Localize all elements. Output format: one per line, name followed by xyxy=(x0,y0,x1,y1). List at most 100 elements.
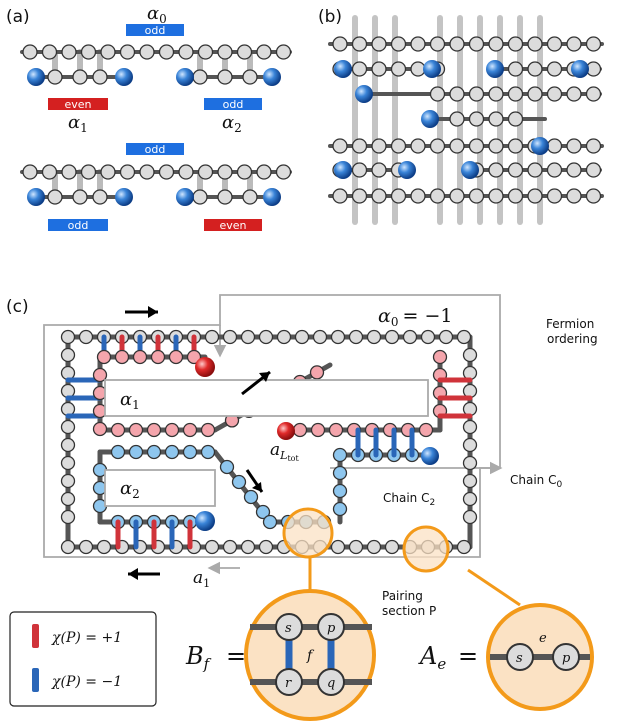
a1-label: a1 xyxy=(193,568,210,590)
pairing-label-1: Pairing xyxy=(382,589,423,603)
site-node xyxy=(351,61,368,77)
site-node xyxy=(256,44,272,60)
site-node xyxy=(527,86,543,102)
panel-a-labels: odd α0 even α1 odd α2 odd odd even xyxy=(48,3,262,232)
site-node xyxy=(276,329,292,345)
site-node xyxy=(566,162,582,178)
site-node xyxy=(243,489,259,505)
site-node xyxy=(242,189,258,205)
alpha1-box xyxy=(104,379,429,417)
site-node xyxy=(240,329,256,345)
bottom-even-badge-right xyxy=(204,219,262,231)
site-node xyxy=(366,329,382,345)
site-node xyxy=(351,36,368,52)
site-node xyxy=(262,514,278,530)
site-node xyxy=(488,162,504,178)
site-node xyxy=(351,162,368,178)
site-node xyxy=(182,422,198,438)
site-node xyxy=(22,164,38,180)
chain-c2-label: Chain C2 xyxy=(383,491,435,508)
site-node xyxy=(462,455,478,471)
alpha0-odd-badge xyxy=(126,24,184,36)
site-node xyxy=(462,473,478,489)
highlight-edge xyxy=(402,525,450,573)
site-node xyxy=(488,111,504,127)
alpha1-even-badge xyxy=(48,98,108,110)
alpha0-eq-label: α0 = −1 xyxy=(378,305,452,329)
site-node xyxy=(366,539,382,555)
site-node xyxy=(219,459,235,475)
site-node xyxy=(371,36,387,52)
site-node xyxy=(585,162,602,178)
site-node xyxy=(139,44,155,60)
site-node xyxy=(468,188,485,204)
ae-label: Ae xyxy=(418,642,446,673)
alpha2-box xyxy=(104,469,216,507)
site-node xyxy=(312,329,328,345)
site-node xyxy=(449,111,465,127)
node-r-bf xyxy=(275,668,303,696)
site-node xyxy=(292,422,308,438)
site-node xyxy=(96,539,112,555)
site-node xyxy=(566,36,582,52)
majorana-blue xyxy=(195,511,215,531)
site-node xyxy=(449,188,465,204)
site-node xyxy=(275,44,292,60)
highlight-plaquette xyxy=(282,507,334,559)
site-node xyxy=(168,349,184,365)
site-node xyxy=(420,329,436,345)
site-node xyxy=(332,188,348,204)
panel-c-labels: α0 = −1 α1 α2 aLtot a1 Fermion ordering C… xyxy=(9,305,598,707)
site-node xyxy=(192,69,208,85)
site-node xyxy=(158,44,175,60)
site-node xyxy=(507,111,524,127)
site-node xyxy=(164,444,180,460)
majorana-ball xyxy=(27,188,45,206)
site-node xyxy=(527,61,543,77)
site-node xyxy=(309,365,325,380)
site-node xyxy=(351,188,368,204)
site-node xyxy=(128,422,144,438)
site-node xyxy=(527,188,543,204)
site-node xyxy=(222,539,238,555)
majorana-ball xyxy=(27,68,45,86)
site-node xyxy=(178,164,194,180)
site-node xyxy=(468,138,485,154)
alpha0-odd-text: odd xyxy=(145,24,166,37)
site-node xyxy=(255,504,271,520)
site-node xyxy=(462,347,478,363)
site-node xyxy=(47,189,63,205)
site-node xyxy=(204,539,220,555)
site-node xyxy=(78,539,94,555)
majorana-ball xyxy=(355,85,373,103)
site-node xyxy=(507,86,524,102)
site-node xyxy=(390,138,407,154)
site-node xyxy=(462,509,478,525)
site-node xyxy=(429,138,446,154)
site-node xyxy=(80,44,97,60)
site-node xyxy=(258,539,274,555)
site-node xyxy=(449,138,465,154)
alpha0-label: α0 xyxy=(147,3,167,26)
site-node xyxy=(546,36,563,52)
site-node xyxy=(462,437,478,453)
site-node xyxy=(462,491,478,507)
site-node xyxy=(61,44,77,60)
site-node xyxy=(429,36,446,52)
site-node xyxy=(146,422,162,438)
alpha1-region-label: α1 xyxy=(120,389,140,412)
site-node xyxy=(371,138,387,154)
majorana-blue xyxy=(421,447,439,465)
site-node xyxy=(384,539,400,555)
site-node xyxy=(114,349,130,365)
site-node xyxy=(236,44,253,60)
fermion-ordering-label-1: Fermion xyxy=(546,317,594,331)
site-node xyxy=(585,188,602,204)
site-node xyxy=(92,421,108,437)
site-node xyxy=(462,419,478,435)
site-node xyxy=(139,164,155,180)
site-node xyxy=(60,437,76,453)
site-node xyxy=(468,36,485,52)
site-node xyxy=(164,422,180,438)
site-node xyxy=(100,44,116,60)
